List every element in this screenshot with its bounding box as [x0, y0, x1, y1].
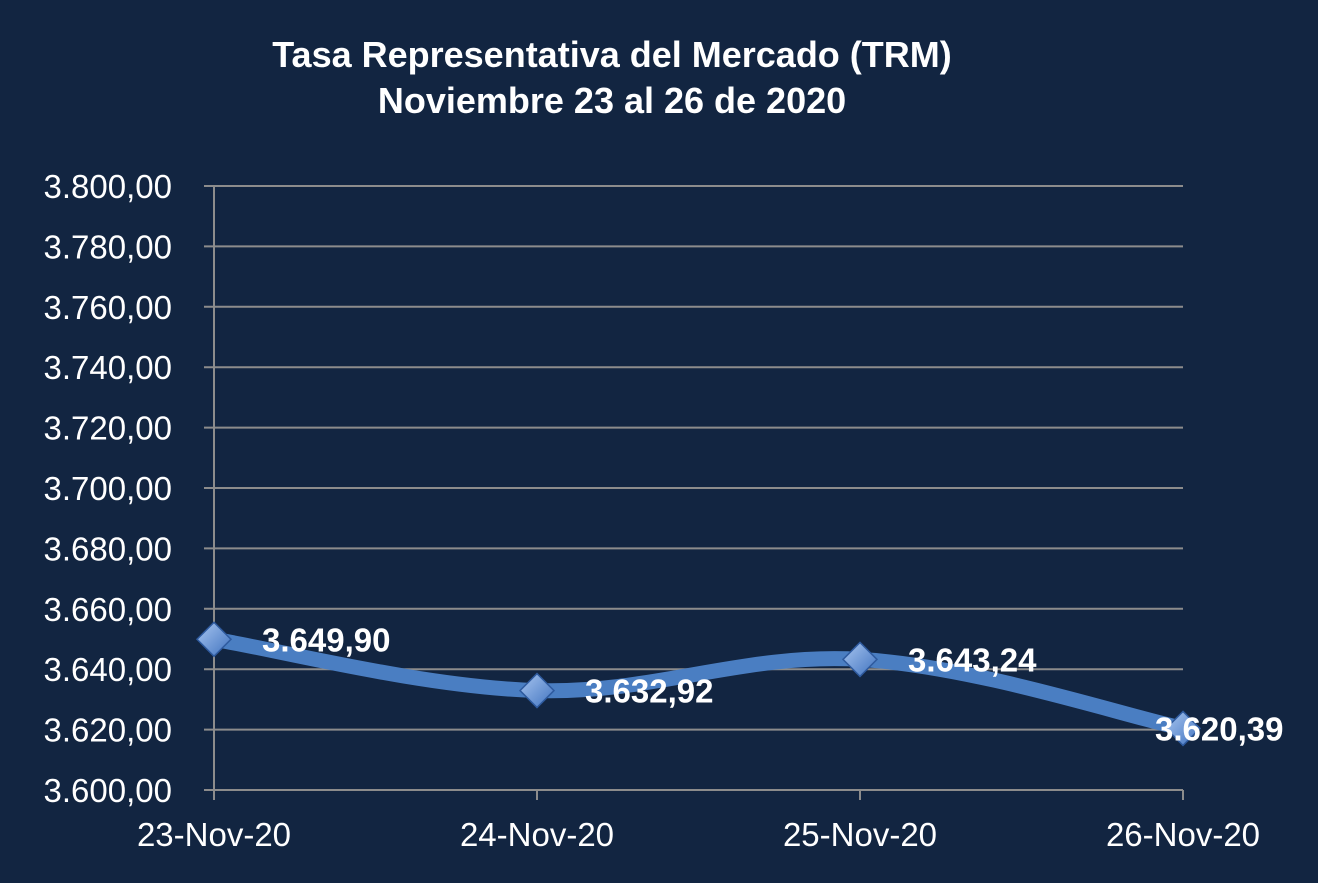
data-point-marker [195, 621, 233, 658]
data-label: 3.643,24 [908, 641, 1037, 678]
chart-subtitle: Noviembre 23 al 26 de 2020 [377, 80, 847, 121]
data-label: 3.632,92 [585, 673, 713, 710]
x-tick-label: 26-Nov-20 [1106, 816, 1260, 853]
x-tick-label: 24-Nov-20 [460, 816, 614, 853]
data-label: 3.620,39 [1155, 710, 1283, 747]
y-tick-label: 3.680,00 [44, 530, 172, 567]
data-point-marker [841, 641, 879, 678]
y-tick-label: 3.700,00 [44, 470, 172, 507]
y-tick-label: 3.620,00 [44, 712, 172, 749]
x-tick-label: 23-Nov-20 [137, 816, 291, 853]
x-tick-label: 25-Nov-20 [783, 816, 937, 853]
data-point-marker [518, 672, 556, 709]
chart-title: Tasa Representativa del Mercado (TRM) [272, 34, 952, 75]
y-tick-label: 3.640,00 [44, 651, 172, 688]
y-tick-label: 3.660,00 [44, 591, 172, 628]
data-label: 3.649,90 [262, 621, 390, 658]
y-tick-label: 3.780,00 [44, 228, 172, 265]
y-tick-label: 3.760,00 [44, 289, 172, 326]
y-tick-label: 3.600,00 [44, 772, 172, 809]
y-tick-label: 3.720,00 [44, 410, 172, 447]
data-point-marker [1164, 710, 1202, 747]
y-tick-label: 3.740,00 [44, 349, 172, 386]
series-line [206, 631, 1191, 736]
y-tick-label: 3.800,00 [44, 168, 172, 205]
